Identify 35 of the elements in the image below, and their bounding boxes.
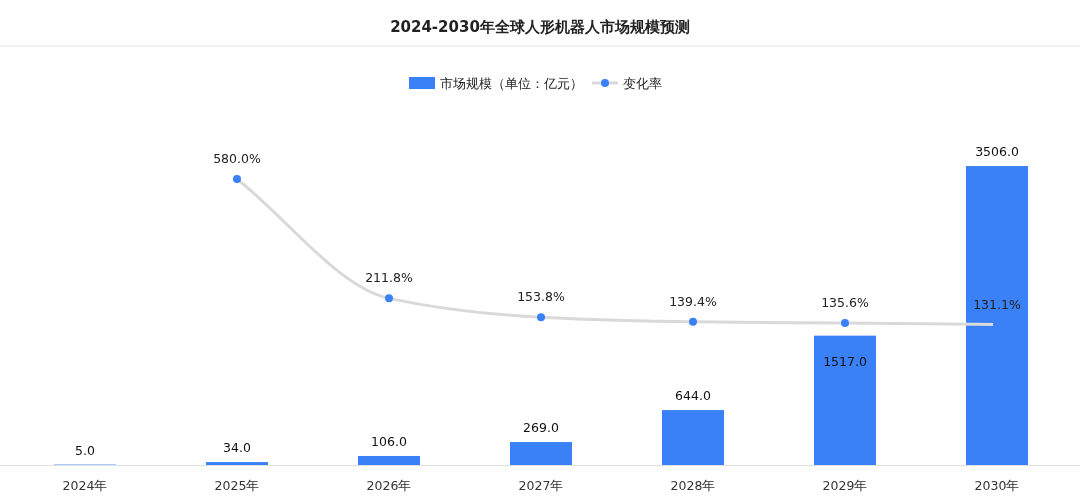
data-label: 644.0	[675, 388, 711, 404]
bar	[358, 455, 420, 465]
x-tick-label: 2028年	[670, 478, 716, 493]
legend-label: 市场规模（单位：亿元）	[440, 75, 583, 91]
bar	[966, 166, 1028, 465]
data-label: 131.1%	[973, 296, 1021, 312]
data-label: 580.0%	[213, 151, 261, 166]
x-tick-label: 2027年	[518, 478, 564, 493]
data-label: 135.6%	[821, 295, 869, 311]
legend-label: 变化率	[623, 75, 662, 91]
data-label: 106.0	[371, 433, 407, 449]
data-label: 34.0	[223, 440, 251, 456]
point	[385, 294, 393, 303]
data-label: 269.0	[523, 420, 559, 436]
chart-title: 2024-2030年全球人形机器人市场规模预测	[390, 18, 690, 36]
bar	[206, 462, 268, 465]
data-label: 139.4%	[669, 293, 717, 309]
point	[689, 317, 697, 326]
title: 2024-2030年全球人形机器人市场规模预测	[0, 18, 1080, 47]
point	[233, 175, 241, 183]
bar	[662, 410, 724, 465]
data-label: 211.8%	[365, 270, 413, 286]
point	[537, 313, 545, 322]
data-label: 3506.0	[975, 144, 1019, 160]
data-label: 5.0	[75, 442, 95, 458]
data-label: 1517.0	[823, 353, 867, 369]
data-label: 153.8%	[517, 289, 565, 305]
bar	[510, 442, 572, 465]
x-tick-label: 2029年	[822, 478, 868, 493]
x-tick-label: 2025年	[214, 478, 260, 493]
x-tick-label: 2026年	[366, 478, 412, 493]
point	[841, 319, 849, 328]
bar	[814, 335, 876, 465]
x-tick-label: 2030年	[974, 478, 1020, 493]
x-tick-label: 2024年	[62, 478, 108, 493]
